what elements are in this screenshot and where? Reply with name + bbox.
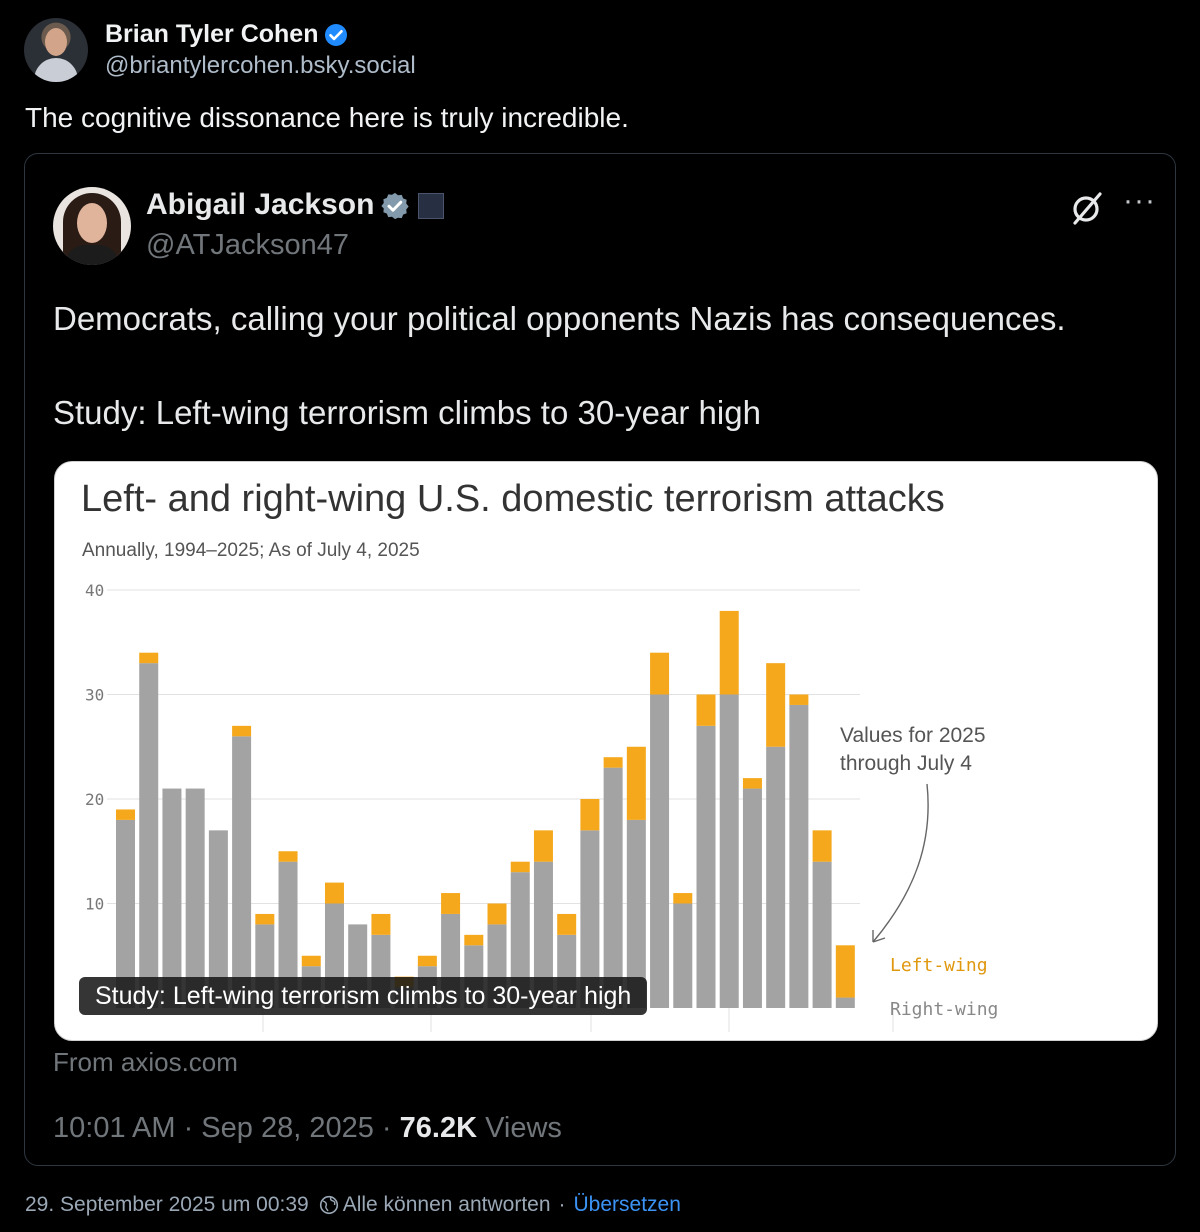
bar-left-wing [789, 694, 809, 705]
bar-left-wing [626, 746, 646, 820]
bar-right-wing [185, 788, 205, 1008]
avatar-shirt [65, 245, 119, 265]
bar-left-wing [835, 945, 855, 998]
bar-right-wing [603, 767, 623, 1008]
bar-left-wing [557, 913, 577, 935]
bar-right-wing [789, 704, 809, 1008]
post-timestamp[interactable]: 29. September 2025 um 00:39 [25, 1193, 309, 1216]
embedded-image[interactable]: Abigail Jackson @ATJackson47 ··· Democra… [24, 153, 1176, 1166]
quoted-author-avatar [53, 187, 131, 265]
bar-right-wing [580, 830, 600, 1008]
bar-right-wing [162, 788, 182, 1008]
verified-check-icon [325, 24, 348, 47]
bar-left-wing [232, 725, 252, 737]
views-count: 76.2K [399, 1112, 478, 1144]
more-options-icon: ··· [1123, 184, 1156, 217]
reply-setting[interactable]: Alle können antworten [342, 1193, 551, 1216]
bar-left-wing [116, 809, 135, 820]
bar-left-wing [812, 830, 832, 862]
grok-icon [1073, 192, 1102, 225]
bar-right-wing [650, 694, 670, 1008]
bar-left-wing [324, 882, 344, 904]
quoted-author-name: Abigail Jackson [146, 188, 445, 222]
annotation-arrowhead [872, 930, 886, 943]
author-name[interactable]: Brian Tyler Cohen [105, 20, 348, 49]
chart-svg: 40 30 20 10 Values for 2025 through July 4 Lef… [85, 581, 998, 1032]
chart-subtitle: Annually, 1994–2025; As of July 4, 2025 [82, 540, 420, 561]
bar-left-wing [417, 955, 437, 967]
annotation-text: through July 4 [840, 752, 972, 775]
bar-left-wing [510, 861, 530, 873]
bar-right-wing [533, 861, 553, 1008]
bar-left-wing [487, 903, 507, 925]
y-tick-label: 40 [85, 581, 104, 600]
avatar-face [77, 203, 107, 243]
bar-right-wing [278, 861, 298, 1008]
annotation-text: Values for 2025 [840, 724, 986, 747]
legend-left-wing: Left-wing [890, 955, 988, 976]
translate-link[interactable]: Übersetzen [573, 1193, 681, 1216]
bar-left-wing [650, 652, 670, 695]
link-card: Left- and right-wing U.S. domestic terro… [54, 461, 1158, 1041]
post-footer: 29. September 2025 um 00:39 Alle können a… [25, 1193, 681, 1217]
quoted-text-line1: Democrats, calling your political oppone… [53, 300, 1066, 337]
quoted-author-name-text: Abigail Jackson [146, 188, 375, 221]
bar-right-wing [116, 819, 135, 1008]
bar-left-wing [603, 757, 623, 768]
bar-right-wing [232, 736, 252, 1008]
bar-left-wing [719, 610, 739, 695]
bar-right-wing [510, 872, 530, 1008]
bar-left-wing [139, 652, 159, 664]
white-house-badge-icon [418, 193, 445, 220]
bar-left-wing [580, 799, 600, 831]
avatar-body [34, 58, 78, 82]
bar-right-wing [208, 830, 228, 1008]
quoted-text-line2: Study: Left-wing terrorism climbs to 30-… [53, 394, 761, 431]
bar-left-wing [301, 955, 321, 967]
chart-title: Left- and right-wing U.S. domestic terro… [81, 478, 945, 520]
avatar-head [45, 28, 67, 56]
bar-left-wing [255, 913, 275, 925]
y-tick-label: 30 [85, 686, 104, 705]
annotation-arrow [872, 783, 929, 943]
gray-verified-badge-icon [381, 192, 410, 220]
bar-left-wing [742, 778, 762, 789]
quoted-post-time: 10:01 AM · Sep 28, 2025 · [53, 1112, 400, 1144]
footer-separator: · [558, 1193, 566, 1216]
bar-left-wing [371, 913, 391, 935]
author-avatar[interactable] [24, 18, 88, 82]
bar-right-wing [626, 819, 646, 1008]
y-tick-label: 20 [85, 790, 104, 809]
bar-right-wing [812, 861, 832, 1008]
bar-left-wing [766, 663, 786, 747]
author-handle[interactable]: @briantylercohen.bsky.social [105, 52, 416, 79]
bar-right-wing [835, 997, 855, 1008]
quoted-post-meta: 10:01 AM · Sep 28, 2025 · 76.2K Views [53, 1112, 562, 1145]
author-name-text: Brian Tyler Cohen [105, 20, 319, 48]
post-text: The cognitive dissonance here is truly i… [25, 102, 629, 133]
bar-left-wing [673, 893, 693, 904]
bar-right-wing [742, 788, 762, 1008]
views-label: Views [477, 1112, 562, 1144]
bar-right-wing [673, 903, 693, 1008]
bar-right-wing [766, 746, 786, 1008]
bar-right-wing [139, 663, 159, 1008]
link-source: From axios.com [53, 1047, 238, 1077]
bar-left-wing [278, 851, 298, 862]
bar-right-wing [719, 694, 739, 1008]
quoted-author-handle: @ATJackson47 [146, 229, 349, 261]
bar-left-wing [464, 934, 484, 946]
bar-left-wing [441, 893, 461, 914]
reply-setting-icon [319, 1196, 338, 1215]
bar-right-wing [696, 725, 716, 1008]
bar-left-wing [533, 830, 553, 862]
y-tick-label: 10 [85, 895, 104, 914]
card-caption: Study: Left-wing terrorism climbs to 30-… [79, 977, 648, 1015]
bar-left-wing [696, 694, 716, 726]
legend-right-wing: Right-wing [890, 999, 998, 1020]
